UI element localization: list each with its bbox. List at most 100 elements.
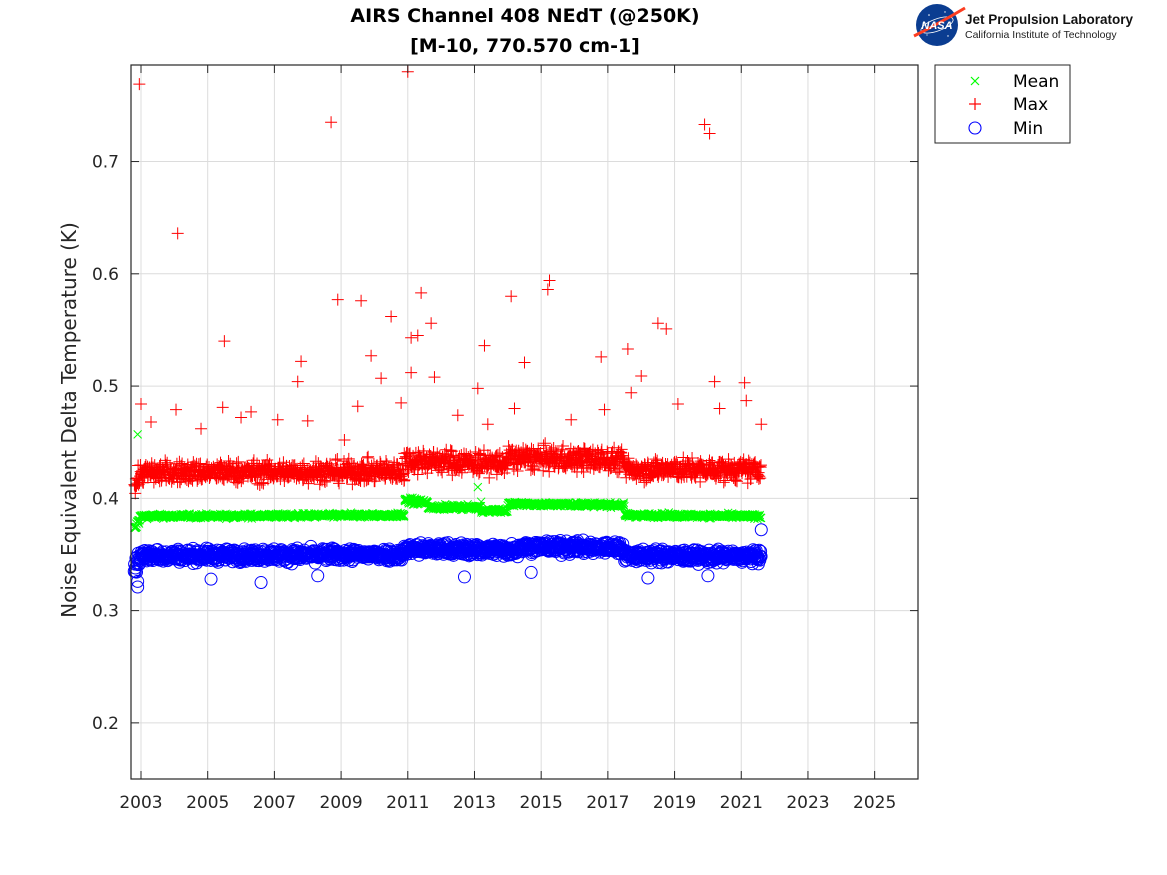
data-point-max-outlier: [508, 402, 521, 415]
data-point-max-outlier: [411, 329, 424, 342]
data-point-max: [612, 466, 625, 479]
data-point-min-outlier: [457, 570, 471, 584]
data-point-max: [404, 447, 417, 460]
x-tick-label: 2005: [186, 793, 229, 813]
data-point-max-outlier: [216, 401, 229, 414]
data-point-max: [483, 471, 496, 484]
data-point-max: [297, 457, 310, 470]
data-point-min-outlier: [131, 580, 145, 594]
data-point-max: [320, 474, 333, 487]
data-point-min: [754, 544, 768, 558]
data-point-max: [528, 463, 541, 476]
series-max: [128, 65, 768, 500]
data-point-max: [537, 439, 550, 452]
data-point-max: [436, 466, 449, 479]
series-layer: [127, 65, 768, 594]
data-point-max-outlier: [291, 375, 304, 388]
x-tick-label: 2021: [720, 793, 763, 813]
data-point-max: [717, 476, 730, 489]
data-point-max-outlier: [331, 293, 344, 306]
data-point-max-outlier: [598, 403, 611, 416]
data-point-max: [255, 476, 268, 489]
data-point-max: [490, 449, 503, 462]
data-point-min-outlier: [701, 569, 715, 583]
data-point-max: [753, 460, 766, 473]
x-tick-labels: 2003 2005 2007 2009 2011 2013 2015 2017 2019 2021…: [119, 793, 896, 813]
logo-org-name: Jet Propulsion Laboratory: [965, 12, 1134, 27]
data-point-max: [577, 442, 590, 455]
data-point-max: [444, 444, 457, 457]
data-point-max: [398, 473, 411, 486]
data-point-max: [176, 457, 189, 470]
data-point-max: [247, 454, 260, 467]
data-point-max-outlier: [365, 349, 378, 362]
data-point-max-outlier: [541, 283, 554, 296]
data-point-min-outlier: [254, 576, 268, 590]
data-point-max-outlier: [451, 409, 464, 422]
y-tick-label: 0.3: [92, 602, 119, 622]
plot-background: [131, 65, 918, 779]
data-point-max: [527, 460, 540, 473]
legend-label-min: Min: [1013, 119, 1043, 139]
data-point-max: [727, 472, 740, 485]
data-point-max: [675, 471, 688, 484]
data-point-max-outlier: [235, 411, 248, 424]
data-point-min-outlier: [311, 569, 325, 583]
data-point-max-outlier: [505, 290, 518, 303]
data-point-max-outlier: [703, 127, 716, 140]
data-point-max-outlier: [713, 402, 726, 415]
data-point-max: [712, 469, 725, 482]
data-point-max-outlier: [245, 405, 258, 418]
data-point-max-outlier: [428, 371, 441, 384]
y-tick-labels: 0.20.30.40.50.60.7: [92, 153, 119, 734]
data-point-min: [752, 543, 766, 557]
x-tick-label: 2013: [453, 793, 496, 813]
data-point-max-outlier: [195, 422, 208, 435]
x-tick-label: 2015: [520, 793, 563, 813]
data-point-max-outlier: [301, 414, 314, 427]
data-point-min: [616, 537, 630, 551]
grid-lines: [131, 65, 918, 779]
data-point-max: [232, 455, 245, 468]
chart-title-line-2: [M-10, 770.570 cm-1]: [410, 35, 640, 57]
x-tick-label: 2023: [786, 793, 829, 813]
chart-title-line-1: AIRS Channel 408 NEdT (@250K): [350, 5, 699, 27]
data-point-max: [729, 474, 742, 487]
nasa-meatball-icon: NASA: [913, 4, 966, 46]
data-point-max: [329, 454, 342, 467]
data-point-max: [537, 464, 550, 477]
data-point-max: [319, 476, 332, 489]
data-point-max: [577, 465, 590, 478]
data-point-max-outlier: [478, 339, 491, 352]
data-point-max-outlier: [671, 398, 684, 411]
data-point-max: [595, 443, 608, 456]
data-point-max: [686, 451, 699, 464]
data-point-max: [539, 437, 552, 450]
data-point-max-outlier: [625, 386, 638, 399]
data-point-max-outlier: [518, 356, 531, 369]
x-tick-label: 2003: [119, 793, 162, 813]
data-point-max-outlier: [595, 350, 608, 363]
legend-label-mean: Mean: [1013, 72, 1059, 92]
data-point-max: [449, 451, 462, 464]
legend-label-max: Max: [1013, 95, 1048, 115]
data-point-max: [694, 475, 707, 488]
x-tick-label: 2011: [386, 793, 429, 813]
data-point-max: [402, 466, 415, 479]
logo-org-subtitle: California Institute of Technology: [965, 29, 1117, 41]
data-point-max: [754, 472, 767, 485]
data-point-max-outlier: [481, 418, 494, 431]
data-point-max: [235, 475, 248, 488]
data-point-max: [340, 458, 353, 471]
data-point-max-outlier: [218, 335, 231, 348]
data-point-max-outlier: [170, 403, 183, 416]
data-point-max-outlier: [385, 310, 398, 323]
data-point-max-outlier: [621, 343, 634, 356]
y-tick-label: 0.4: [92, 489, 119, 509]
data-point-max: [361, 451, 374, 464]
data-point-max: [532, 442, 545, 455]
data-point-max-outlier: [651, 317, 664, 330]
x-tick-label: 2007: [253, 793, 296, 813]
data-point-max: [251, 457, 264, 470]
